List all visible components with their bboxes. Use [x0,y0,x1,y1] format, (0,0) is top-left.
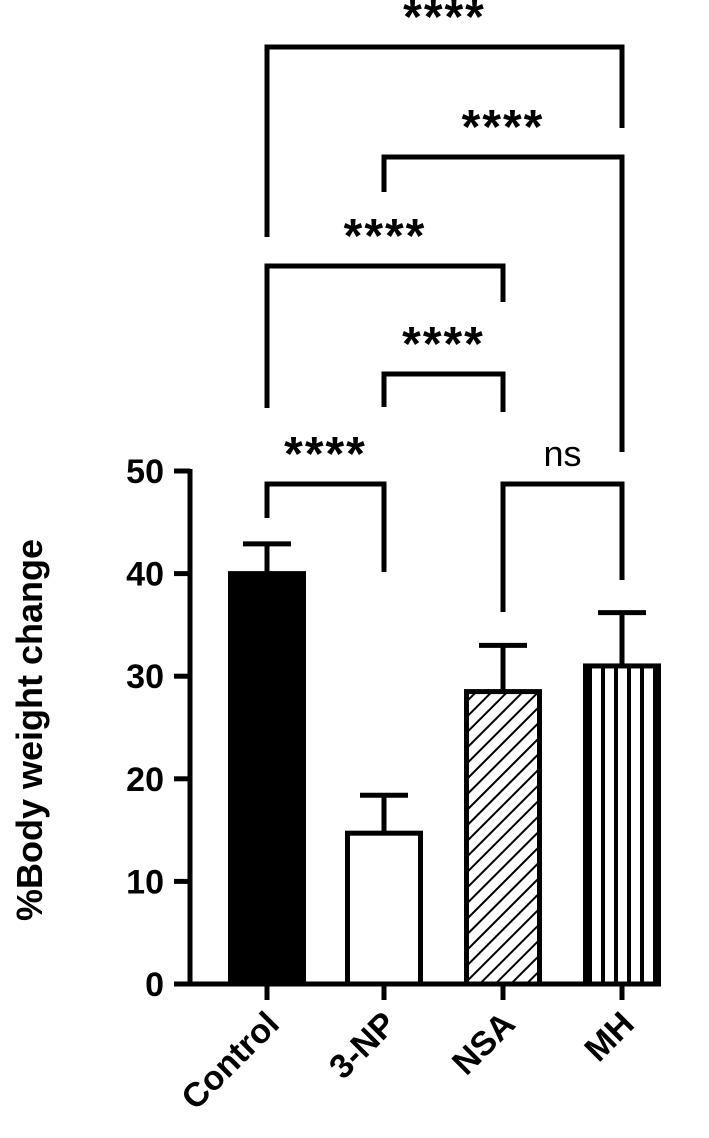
bar [345,830,423,987]
y-tick-label: 0 [145,966,164,1004]
significance-label: **** [403,0,486,44]
comparison-bracket [381,371,506,412]
significance-brackets: **** ns **** **** **** **** [264,0,625,612]
significance-label: **** [284,428,367,481]
comparison-bracket [264,44,625,237]
bar [228,571,306,987]
x-tick-label: Control [174,1005,286,1117]
y-tick-label: 20 [126,761,164,799]
significance-label: **** [344,210,427,263]
comparison-bracket [381,154,625,452]
axes: 0 10 20 30 40 50 Control 3-NP NSA MH [126,453,650,1117]
y-tick-label: 40 [126,556,164,594]
comparison-bracket [264,481,387,572]
comparison-bracket [500,481,625,612]
y-axis-label: %Body weight change [9,539,50,921]
x-tick-label: MH [577,1005,641,1069]
x-tick-label: 3-NP [322,1005,404,1087]
y-tick-label: 30 [126,658,164,696]
y-tick-label: 50 [126,453,164,491]
significance-label: ns [543,433,581,474]
significance-label: **** [402,318,485,371]
bar [583,663,661,987]
significance-label: **** [462,101,545,154]
comparison-bracket [264,263,506,408]
y-tick-label: 10 [126,863,164,901]
bar [464,689,542,987]
x-tick-label: NSA [445,1005,523,1083]
bars [228,541,661,987]
